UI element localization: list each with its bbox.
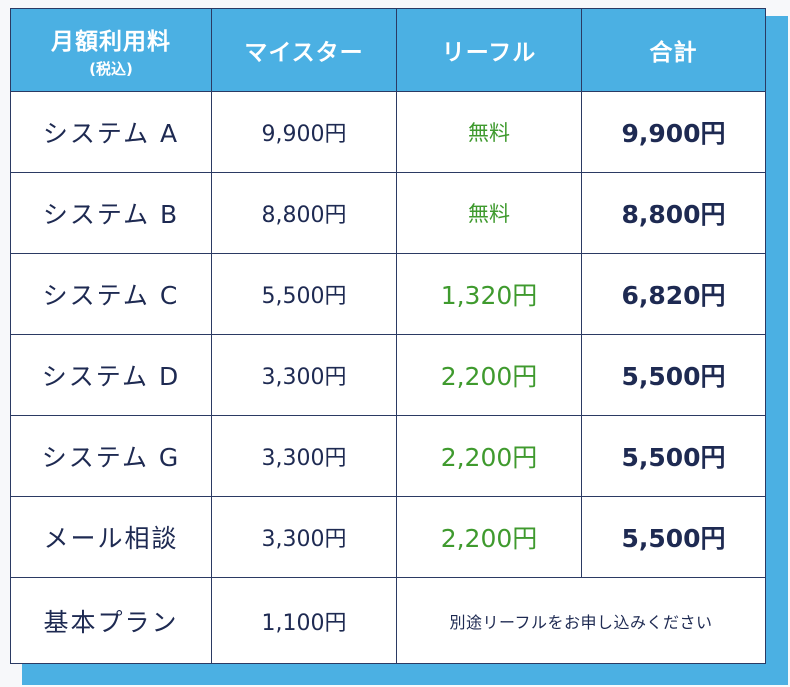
row-system-name: システム A: [11, 92, 212, 172]
header-tax-included-note: (税込): [89, 59, 133, 78]
row-meister-price: 5,500円: [212, 254, 397, 334]
header-refill: リーフル: [397, 9, 582, 91]
header-meister: マイスター: [212, 9, 397, 91]
row-total-price: 8,800円: [621, 200, 726, 229]
row-system-name: メール相談: [11, 497, 212, 577]
row-total-price: 5,500円: [621, 524, 726, 553]
row-system-name: システム C: [11, 254, 212, 334]
row-refill-price: 2,200円: [397, 335, 582, 415]
basic-plan-meister-price: 1,100円: [212, 578, 397, 663]
header-monthly-fee-label: 月額利用料: [51, 28, 171, 55]
row-system-name: システム B: [11, 173, 212, 253]
table-body: システム A 9,900円 無料 9,900円 システム B 8,800円 無料…: [11, 91, 765, 663]
row-meister-price: 9,900円: [212, 92, 397, 172]
pricing-table: 月額利用料 (税込) マイスター リーフル 合計 システム A 9,900円 無…: [10, 8, 766, 664]
row-refill-price: 2,200円: [397, 416, 582, 496]
row-total-price: 6,820円: [621, 281, 726, 310]
header-total-label: 合計: [649, 40, 698, 66]
row-meister-price: 3,300円: [212, 497, 397, 577]
header-meister-label: マイスター: [244, 40, 364, 66]
table-row: システム G 3,300円 2,200円 5,500円: [11, 415, 765, 496]
header-monthly-fee: 月額利用料 (税込): [11, 9, 212, 91]
basic-plan-note: 別途リーフルをお申し込みください: [449, 612, 713, 632]
table-row: メール相談 3,300円 2,200円 5,500円: [11, 496, 765, 577]
row-refill-price: 無料: [397, 92, 582, 172]
basic-plan-name: 基本プラン: [11, 578, 212, 663]
table-row: システム C 5,500円 1,320円 6,820円: [11, 253, 765, 334]
header-total: 合計: [582, 9, 765, 91]
row-refill-price: 1,320円: [397, 254, 582, 334]
row-system-name: システム G: [11, 416, 212, 496]
table-row: システム D 3,300円 2,200円 5,500円: [11, 334, 765, 415]
row-system-name: システム D: [11, 335, 212, 415]
table-row-basic-plan: 基本プラン 1,100円 別途リーフルをお申し込みください: [11, 577, 765, 663]
row-meister-price: 3,300円: [212, 335, 397, 415]
row-meister-price: 3,300円: [212, 416, 397, 496]
row-total-price: 5,500円: [621, 362, 726, 391]
table-row: システム A 9,900円 無料 9,900円: [11, 91, 765, 172]
table-header-row: 月額利用料 (税込) マイスター リーフル 合計: [11, 9, 765, 91]
row-refill-price: 無料: [397, 173, 582, 253]
row-total-price: 5,500円: [621, 443, 726, 472]
row-total-price: 9,900円: [621, 119, 726, 148]
header-refill-label: リーフル: [441, 40, 537, 66]
row-refill-price: 2,200円: [397, 497, 582, 577]
row-meister-price: 8,800円: [212, 173, 397, 253]
table-row: システム B 8,800円 無料 8,800円: [11, 172, 765, 253]
